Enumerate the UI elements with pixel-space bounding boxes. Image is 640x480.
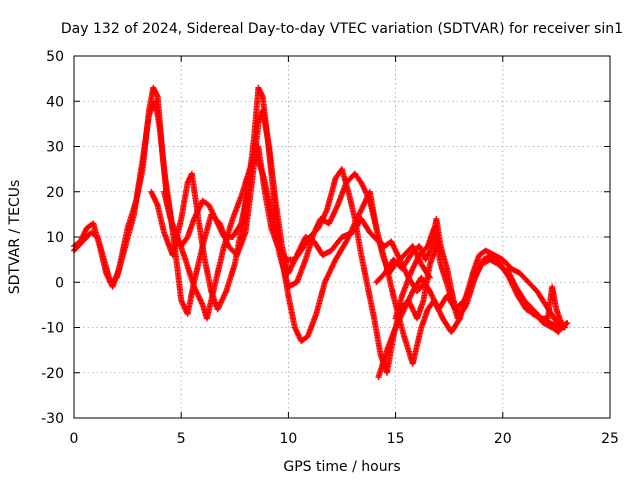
x-tick-label: 0: [70, 431, 79, 447]
data-point: [462, 303, 469, 310]
data-point: [563, 321, 570, 328]
y-tick-label: 30: [46, 140, 64, 156]
data-point: [564, 319, 571, 326]
y-tick-label: -10: [41, 321, 64, 337]
y-tick-label: 0: [55, 275, 64, 291]
axis-ticks: [73, 55, 611, 419]
y-tick-label: 50: [46, 49, 64, 65]
y-tick-label: 40: [46, 94, 64, 110]
grid: [74, 56, 610, 418]
chart-title: Day 132 of 2024, Sidereal Day-to-day VTE…: [61, 21, 623, 37]
x-tick-labels: 0 5 10 15 20 25: [70, 431, 619, 447]
y-tick-label: 10: [46, 230, 64, 246]
x-tick-label: 25: [601, 431, 619, 447]
y-tick-label: -20: [41, 366, 64, 382]
x-axis-label: GPS time / hours: [283, 459, 400, 475]
y-tick-label: 20: [46, 185, 64, 201]
y-tick-label: -30: [41, 411, 64, 427]
x-tick-label: 10: [279, 431, 297, 447]
x-tick-label: 5: [177, 431, 186, 447]
y-tick-labels: -30 -20 -10 0 10 20 30 40 50: [41, 49, 64, 427]
y-axis-label: SDTVAR / TECUs: [7, 180, 23, 295]
data-points: [71, 84, 571, 381]
x-tick-label: 20: [494, 431, 512, 447]
series-track-8: [504, 265, 571, 331]
x-tick-label: 15: [387, 431, 405, 447]
